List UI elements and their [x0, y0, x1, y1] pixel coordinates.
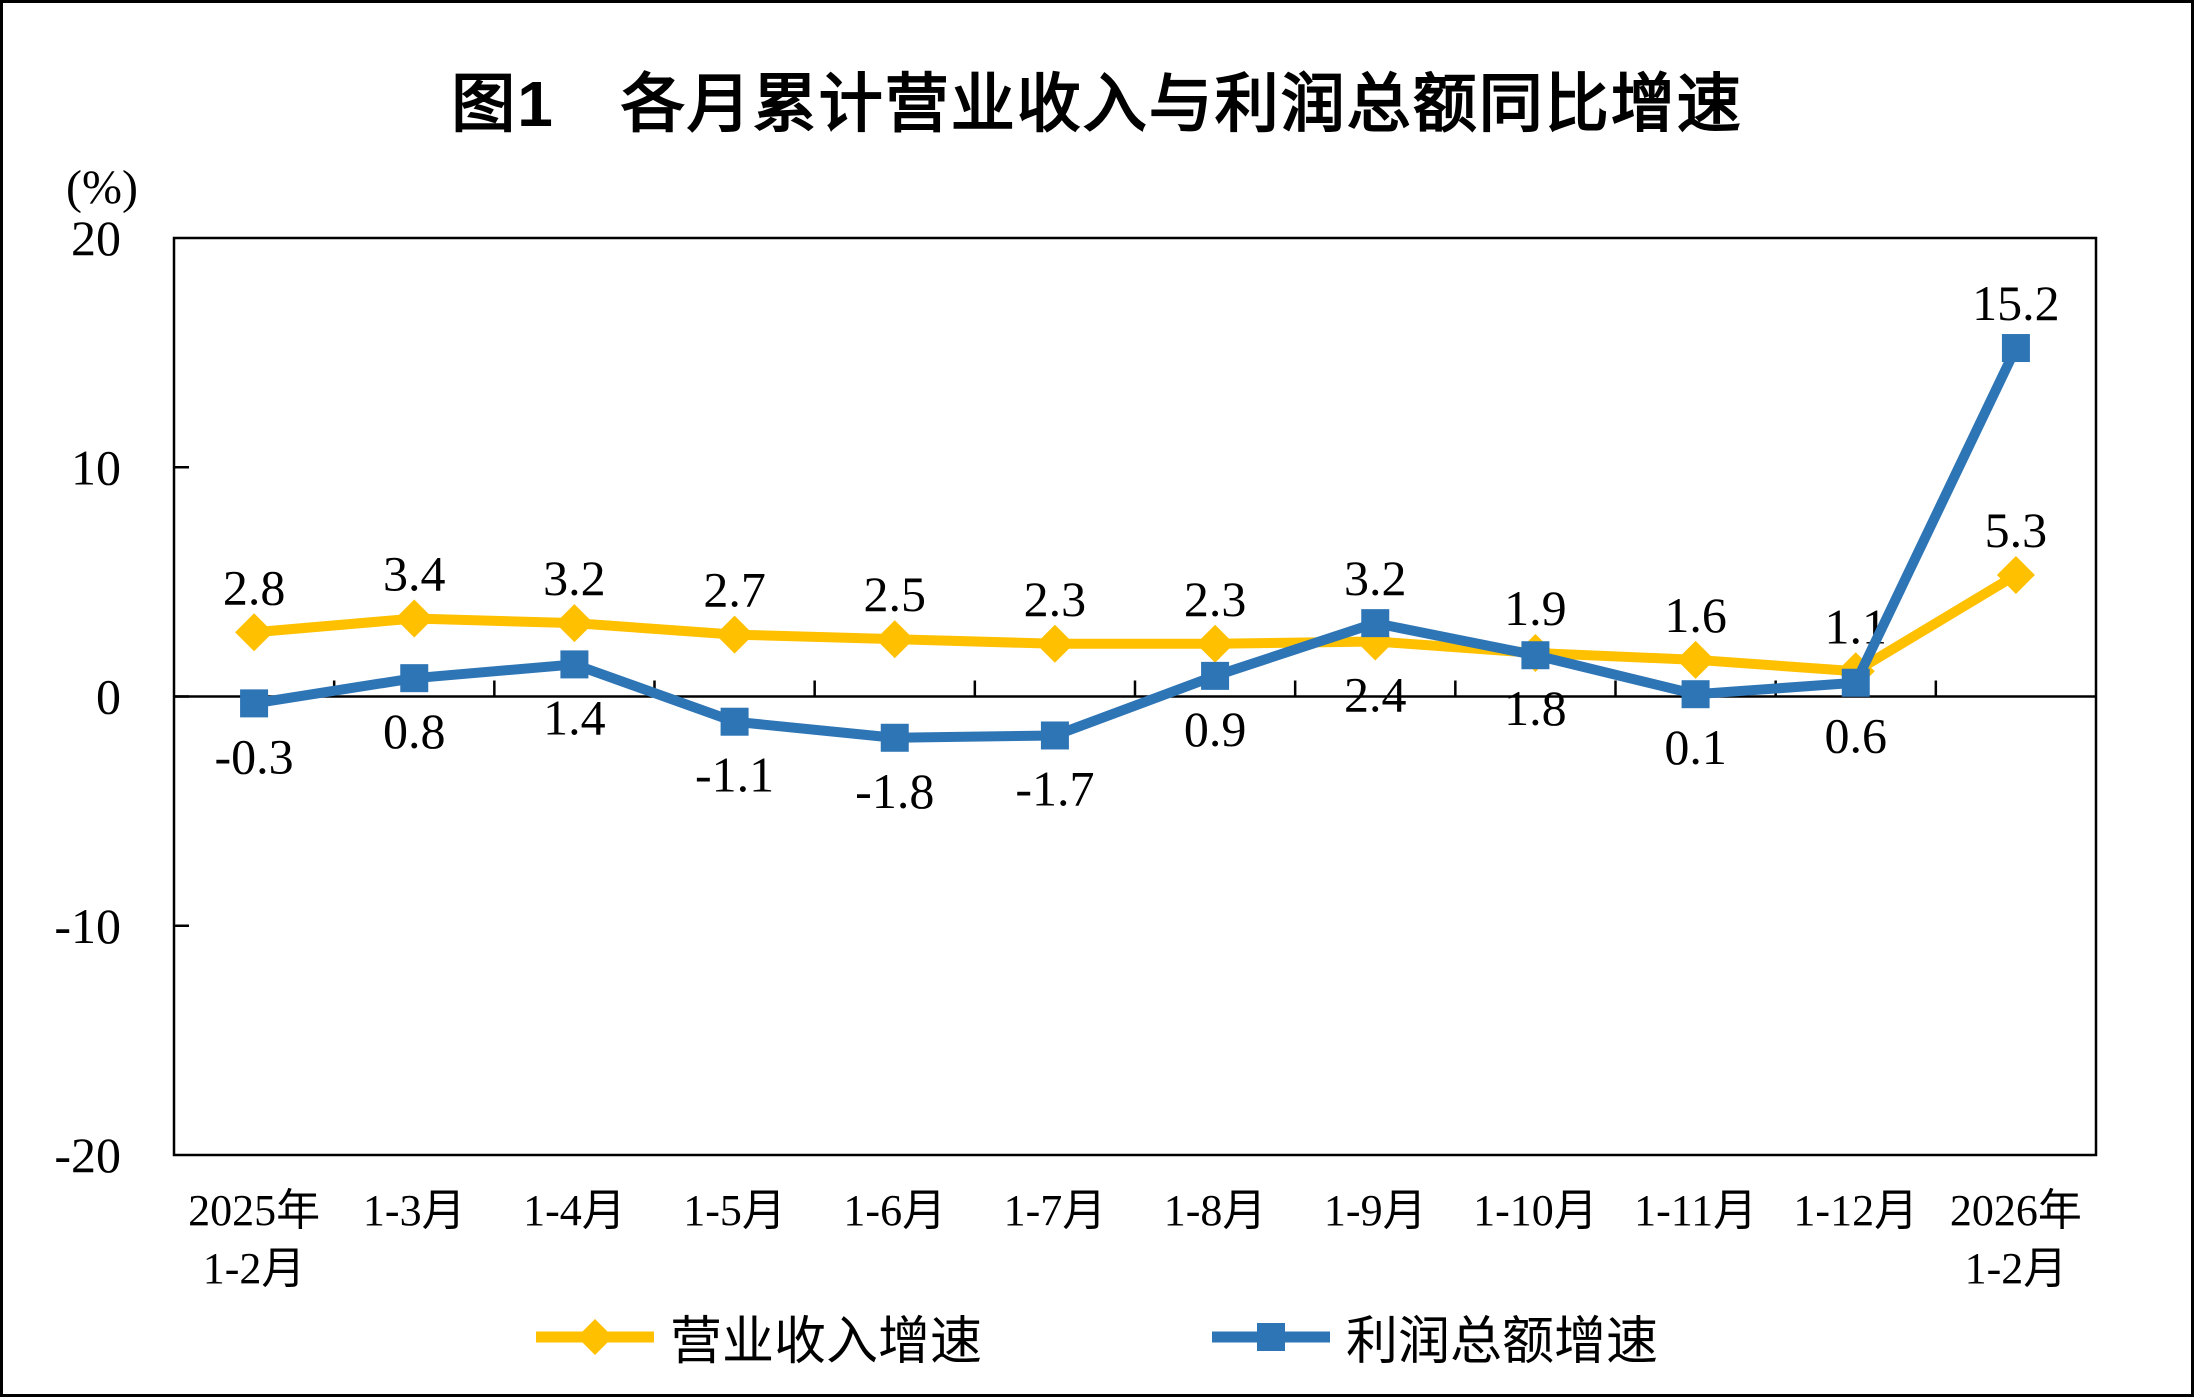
- operating-revenue-growth-marker: [1996, 555, 2035, 594]
- y-axis-tick-label: -10: [54, 898, 121, 954]
- operating-revenue-growth-data-label: 2.7: [703, 562, 766, 618]
- total-profit-growth-data-label: -1.1: [695, 747, 774, 803]
- operating-revenue-growth-data-label: 1.9: [1504, 580, 1567, 636]
- y-axis-tick-label: 10: [71, 439, 121, 495]
- total-profit-growth-marker: [1361, 609, 1390, 638]
- legend-label-total-profit-growth: 利润总额增速: [1346, 1314, 1659, 1371]
- x-axis-category-label: 1-10月: [1473, 1186, 1598, 1235]
- total-profit-growth-data-label: 0.1: [1664, 719, 1727, 775]
- chart-title: 图1 各月累计营业收入与利润总额同比增速: [451, 68, 1743, 140]
- operating-revenue-growth-data-label: 2.3: [1184, 571, 1247, 627]
- legend-item-operating-revenue-growth: 营业收入增速: [535, 1299, 982, 1374]
- total-profit-growth-marker: [1201, 661, 1230, 690]
- operating-revenue-growth-data-label: 2.4: [1344, 666, 1407, 722]
- operating-revenue-growth-marker: [235, 613, 274, 652]
- operating-revenue-growth-data-label: 3.4: [383, 546, 446, 602]
- x-axis-category-label: 1-4月: [523, 1186, 626, 1235]
- total-profit-growth-data-label: -0.3: [215, 728, 294, 784]
- operating-revenue-growth-line: [253, 570, 2019, 677]
- legend-item-total-profit-growth: 利润总额增速: [1212, 1299, 1658, 1374]
- total-profit-growth-data-label: 0.8: [383, 703, 446, 759]
- x-axis-category-label: 1-11月: [1634, 1186, 1757, 1235]
- operating-revenue-growth-marker: [875, 620, 914, 659]
- y-axis-unit-label: (%): [66, 161, 138, 214]
- x-axis-category-label: 2025年 1-2月: [188, 1186, 320, 1293]
- operating-revenue-growth-data-label: 3.2: [543, 550, 606, 606]
- x-axis-category-label: 1-5月: [683, 1186, 786, 1235]
- total-profit-growth-data-label: 1.4: [543, 689, 606, 745]
- plot-area: 20 10 0 -10 -20 (%) 2025年 1-2月 1-3月 1-4月 1-5月 1-6月 1…: [54, 161, 2098, 1293]
- x-axis-category-label: 1-6月: [843, 1186, 946, 1235]
- operating-revenue-growth-data-label: 2.8: [223, 559, 286, 615]
- total-profit-growth-marker: [1681, 680, 1710, 709]
- total-profit-growth-marker: [1040, 721, 1069, 750]
- legend-square-marker-icon: [1212, 1322, 1330, 1351]
- operating-revenue-growth-data-label: 2.5: [864, 566, 927, 622]
- operating-revenue-growth-marker: [1196, 624, 1235, 663]
- total-profit-growth-data-label: 1.8: [1504, 680, 1567, 736]
- total-profit-growth-marker: [240, 689, 269, 718]
- x-axis-category-label: 1-3月: [363, 1186, 466, 1235]
- y-axis-tick-label: 20: [71, 210, 121, 266]
- total-profit-growth-marker: [720, 707, 749, 736]
- y-axis-tick-label: -20: [54, 1127, 121, 1183]
- x-axis-category-label: 1-9月: [1324, 1186, 1427, 1235]
- operating-revenue-growth-marker: [395, 599, 434, 638]
- total-profit-growth-data-label: -1.8: [855, 763, 934, 819]
- operating-revenue-growth-data-label: 1.6: [1664, 587, 1727, 643]
- legend-label-operating-revenue-growth: 营业收入增速: [669, 1314, 982, 1371]
- total-profit-growth-marker: [2001, 334, 2030, 363]
- total-profit-growth-data-label: -1.7: [1015, 760, 1094, 816]
- y-axis-tick-label: 0: [96, 669, 121, 725]
- total-profit-growth-marker: [1521, 641, 1550, 670]
- total-profit-growth-data-label: 0.6: [1825, 708, 1888, 764]
- total-profit-growth-line: [253, 345, 2021, 743]
- operating-revenue-growth-marker: [1035, 624, 1074, 663]
- total-profit-growth-data-label: 0.9: [1184, 701, 1247, 757]
- legend-diamond-marker-icon: [535, 1318, 654, 1355]
- total-profit-growth-marker: [880, 723, 909, 752]
- x-axis-category-label: 1-12月: [1793, 1186, 1918, 1235]
- operating-revenue-growth-marker: [555, 604, 594, 643]
- total-profit-growth-data-label: 15.2: [1972, 275, 2060, 331]
- total-profit-growth-marker: [400, 664, 429, 693]
- operating-revenue-growth-marker: [715, 615, 754, 654]
- x-axis-category-label: 1-8月: [1164, 1186, 1267, 1235]
- operating-revenue-growth-data-label: 2.3: [1024, 571, 1087, 627]
- total-profit-growth-marker: [560, 650, 589, 679]
- operating-revenue-growth-marker: [1676, 640, 1715, 679]
- total-profit-growth-marker: [1841, 668, 1870, 697]
- legend: 营业收入增速 利润总额增速: [3, 1299, 2191, 1374]
- total-profit-growth-data-label: 3.2: [1344, 550, 1407, 606]
- x-axis-category-label: 2026年 1-2月: [1950, 1186, 2082, 1293]
- operating-revenue-growth-data-label: 5.3: [1985, 502, 2048, 558]
- x-axis-category-label: 1-7月: [1004, 1186, 1107, 1235]
